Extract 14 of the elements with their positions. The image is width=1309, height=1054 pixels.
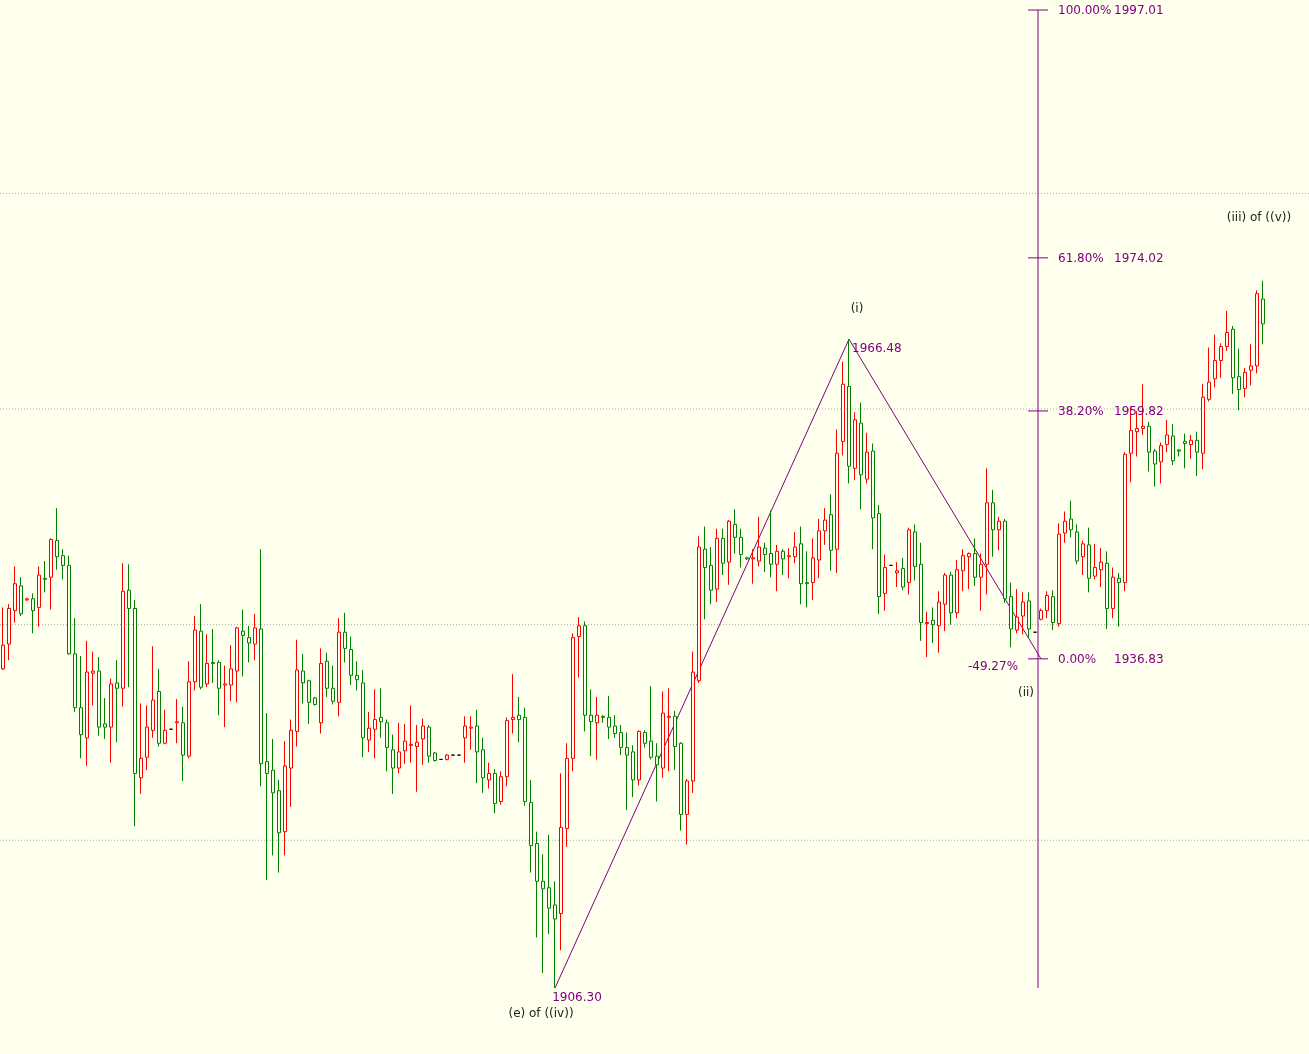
annotation: -49.27% — [967, 659, 1019, 673]
y-tick-label: 1997.01 — [1114, 3, 1164, 17]
data-label: 1906.30 — [552, 990, 602, 1004]
annotation: 38.20% — [1058, 403, 1104, 418]
y-tick-label: 1936.83 — [1114, 651, 1164, 666]
annotation: 0.00% — [1058, 651, 1097, 666]
y-tick-label: 1974.02 — [1114, 250, 1164, 265]
annotation: 100.00% — [1058, 3, 1112, 17]
annotation: (i) — [850, 301, 864, 315]
data-label: 1966.48 — [852, 341, 902, 356]
annotation: (ii) — [1017, 685, 1035, 699]
text: (e) of ((iv)) — [508, 1006, 574, 1020]
annotation: (iii) of ((v)) — [1226, 210, 1292, 224]
annotation: 61.80% — [1058, 250, 1104, 265]
